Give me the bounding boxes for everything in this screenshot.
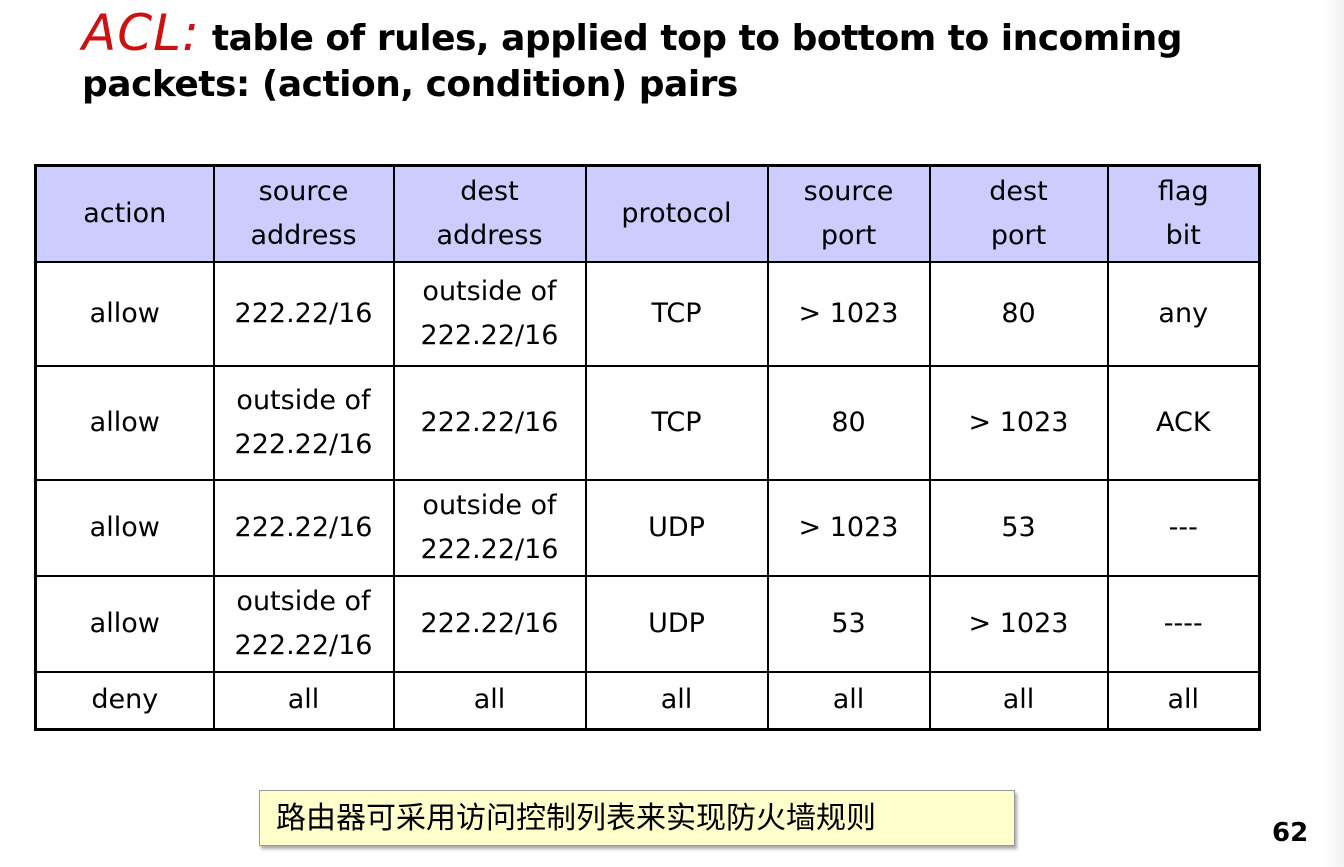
header-source-address: source address — [212, 164, 395, 263]
table-row: allow 222.22/16 outside of 222.22/16 TCP … — [34, 260, 1261, 367]
cell-action: allow — [34, 478, 215, 577]
header-dest-port: dest port — [928, 164, 1109, 263]
cell-action: allow — [34, 364, 215, 481]
cell-protocol: UDP — [584, 478, 769, 577]
page-number: 62 — [1272, 818, 1309, 848]
table-row: allow outside of 222.22/16 222.22/16 TCP … — [34, 364, 1261, 481]
title-line-2: packets: (action, condition) pairs — [82, 64, 738, 105]
header-protocol: protocol — [584, 164, 769, 263]
cell-dest-port: all — [928, 670, 1109, 731]
cell-dest-port: 80 — [928, 260, 1109, 367]
cell-dest-port: > 1023 — [928, 574, 1109, 673]
cell-flag-bit: all — [1106, 670, 1261, 731]
cell-flag-bit: --- — [1106, 478, 1261, 577]
cell-dest-address: outside of 222.22/16 — [392, 260, 587, 367]
cell-action: allow — [34, 574, 215, 673]
header-dest-address: dest address — [392, 164, 587, 263]
cell-flag-bit: ACK — [1106, 364, 1261, 481]
cell-flag-bit: ---- — [1106, 574, 1261, 673]
cell-source-port: all — [766, 670, 931, 731]
cell-source-address: outside of 222.22/16 — [212, 574, 395, 673]
table-header-row: action source address dest address protoco… — [34, 164, 1261, 263]
cell-flag-bit: any — [1106, 260, 1261, 367]
cell-protocol: TCP — [584, 260, 769, 367]
header-action: action — [34, 164, 215, 263]
cell-source-port: 53 — [766, 574, 931, 673]
title-text: table of rules, applied top to bottom to… — [199, 18, 1183, 59]
cell-source-port: > 1023 — [766, 260, 931, 367]
header-flag-bit: flag bit — [1106, 164, 1261, 263]
note-box: 路由器可采用访问控制列表来实现防火墙规则 — [259, 790, 1015, 846]
cell-action: allow — [34, 260, 215, 367]
cell-dest-address: outside of 222.22/16 — [392, 478, 587, 577]
title-line-1: ACL: table of rules, applied top to bott… — [82, 4, 1322, 68]
cell-dest-port: > 1023 — [928, 364, 1109, 481]
title-highlight: ACL: — [82, 4, 200, 62]
cell-protocol: TCP — [584, 364, 769, 481]
cell-source-address: all — [212, 670, 395, 731]
slide-title: ACL: table of rules, applied top to bott… — [82, 4, 1322, 105]
table-row: allow outside of 222.22/16 222.22/16 UDP … — [34, 574, 1261, 673]
cell-dest-address: all — [392, 670, 587, 731]
acl-table: action source address dest address protoco… — [34, 164, 1261, 731]
cell-source-port: > 1023 — [766, 478, 931, 577]
cell-source-address: outside of 222.22/16 — [212, 364, 395, 481]
cell-source-port: 80 — [766, 364, 931, 481]
cell-source-address: 222.22/16 — [212, 260, 395, 367]
cell-protocol: UDP — [584, 574, 769, 673]
slide-edge — [1322, 0, 1344, 867]
header-source-port: source port — [766, 164, 931, 263]
cell-action: deny — [34, 670, 215, 731]
table-row: deny all all all all all all — [34, 670, 1261, 731]
cell-protocol: all — [584, 670, 769, 731]
table-row: allow 222.22/16 outside of 222.22/16 UDP … — [34, 478, 1261, 577]
cell-dest-port: 53 — [928, 478, 1109, 577]
cell-dest-address: 222.22/16 — [392, 574, 587, 673]
cell-source-address: 222.22/16 — [212, 478, 395, 577]
cell-dest-address: 222.22/16 — [392, 364, 587, 481]
